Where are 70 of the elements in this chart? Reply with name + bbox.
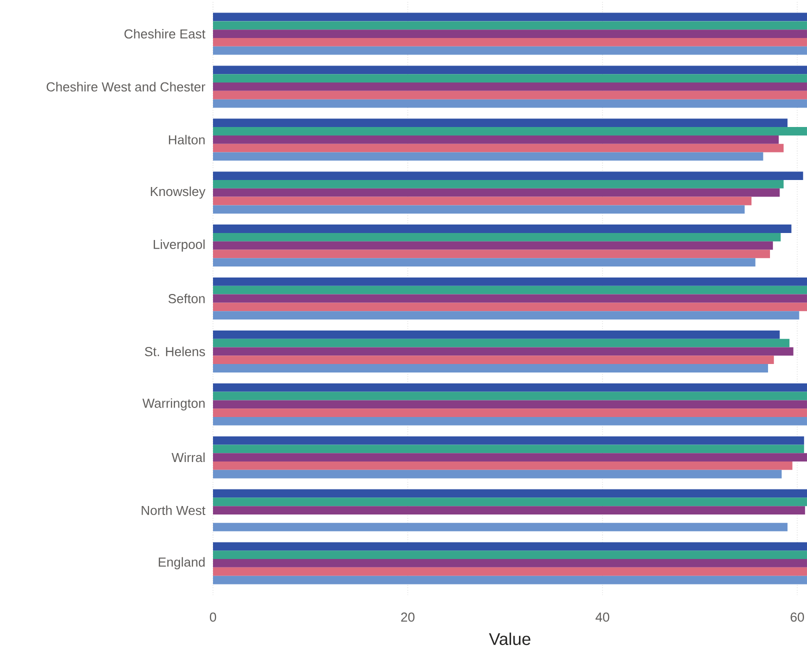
bar	[213, 400, 807, 409]
bar	[213, 46, 807, 55]
bar	[213, 567, 807, 576]
x-tick-label: 0	[210, 612, 216, 622]
bar	[213, 172, 804, 180]
bar	[213, 180, 784, 188]
bar	[213, 576, 807, 584]
bar	[213, 38, 807, 46]
x-tick-label: 20	[401, 612, 414, 622]
bar	[213, 30, 807, 38]
bar	[213, 224, 792, 233]
bar	[213, 522, 788, 532]
bar	[213, 383, 807, 392]
bar	[213, 550, 807, 560]
x-axis-title: Value	[488, 632, 530, 646]
y-tick-label: Warrington	[142, 398, 205, 410]
bar	[213, 416, 807, 426]
y-tick-label: Cheshire East	[124, 28, 206, 39]
bar	[213, 135, 779, 144]
bar	[213, 21, 807, 30]
y-tick-label: St. Helens	[144, 346, 205, 356]
bar	[213, 444, 804, 454]
bar	[213, 188, 780, 197]
bar	[213, 12, 807, 22]
bar	[213, 258, 756, 267]
bar	[213, 99, 807, 108]
bar	[213, 294, 807, 303]
bar	[213, 542, 807, 551]
bar	[213, 196, 752, 206]
bar	[213, 330, 780, 339]
y-tick-label: Knowsley	[150, 186, 206, 199]
y-tick-label: Cheshire West and Chester	[46, 82, 206, 92]
bar	[213, 127, 807, 136]
bar	[213, 347, 794, 356]
bar	[213, 74, 807, 83]
bar	[213, 205, 745, 214]
bar	[213, 408, 807, 417]
bar	[213, 311, 800, 320]
y-tick-label: Sefton	[168, 294, 205, 304]
bar	[213, 302, 807, 312]
bar	[213, 364, 768, 372]
bar	[213, 144, 784, 152]
y-tick-label: Liverpool	[154, 239, 205, 252]
y-tick-label: Wirral	[172, 452, 205, 462]
bar	[213, 232, 781, 242]
y-tick-label: England	[158, 557, 205, 570]
bar	[213, 152, 764, 161]
bar	[213, 470, 782, 478]
y-tick-label: North West	[142, 506, 206, 516]
bar	[213, 338, 790, 348]
bar	[213, 250, 770, 258]
bar	[213, 278, 807, 286]
bar	[213, 392, 807, 400]
bar	[213, 453, 807, 462]
bar	[213, 498, 807, 506]
x-tick-label: 60	[790, 612, 804, 622]
bar	[213, 66, 807, 74]
bar	[213, 436, 804, 445]
bar	[213, 118, 788, 128]
bar	[213, 90, 807, 100]
bar	[213, 559, 807, 568]
x-tick-label: 40	[596, 612, 610, 622]
bar	[213, 82, 807, 91]
bar	[213, 489, 807, 498]
bar	[213, 241, 773, 250]
bar	[213, 356, 774, 364]
bar	[213, 506, 806, 514]
bar	[213, 286, 807, 294]
y-tick-label: Halton	[168, 134, 205, 144]
bar	[213, 462, 792, 470]
